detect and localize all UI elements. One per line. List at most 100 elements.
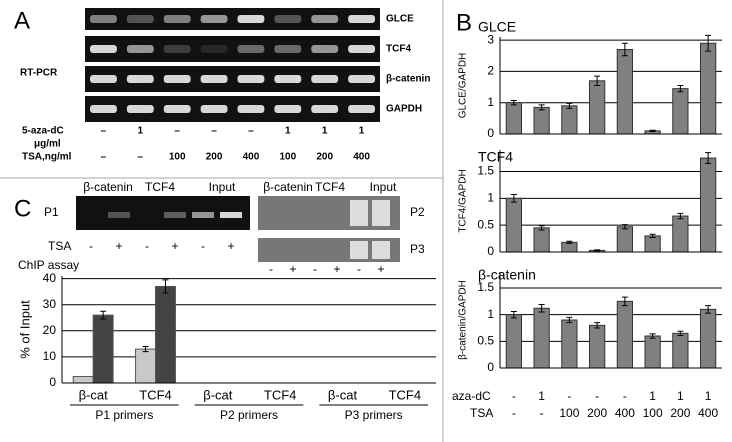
error-bar (162, 279, 169, 294)
bar (505, 197, 523, 253)
gel-band (126, 45, 154, 53)
panel-letter: C (14, 195, 31, 222)
tsa-sign: - (313, 262, 317, 276)
error-bar (621, 296, 628, 307)
gel-band (200, 75, 228, 83)
treatment: 200 (316, 152, 333, 163)
gel-name: P3 (410, 242, 425, 256)
y-tick-label: 1.5 (477, 280, 494, 294)
treatment: 1 (285, 126, 291, 137)
gel-band (192, 212, 214, 218)
row-label: μg/ml (34, 139, 61, 150)
gel-band (311, 105, 339, 113)
error-bar (621, 224, 628, 230)
treatment: 400 (615, 406, 635, 420)
gel-band (348, 105, 375, 113)
treatment: 100 (559, 406, 579, 420)
treatment: 100 (643, 406, 663, 420)
bar (155, 285, 176, 384)
bar (616, 49, 634, 135)
treatment: – (211, 126, 217, 137)
gel-title: TCF4 (145, 180, 175, 194)
y-axis-label: TCF4/GAPDH (458, 169, 469, 232)
bar (72, 375, 94, 384)
y-tick-label: 10 (43, 349, 57, 363)
bar (672, 88, 689, 135)
error-bar (538, 304, 545, 313)
error-bar (705, 34, 712, 52)
gel-band (348, 75, 375, 83)
gel-band (237, 45, 265, 53)
treatment: - (540, 406, 544, 420)
error-bar (705, 305, 712, 314)
error-bar (566, 316, 573, 324)
gel-band (90, 15, 117, 23)
gel-title: β-catenin (263, 180, 313, 194)
group-label: P3 primers (345, 408, 403, 422)
gel-band (348, 45, 375, 53)
error-bar (566, 240, 573, 244)
treatment: - (595, 389, 599, 403)
y-tick-label: 20 (43, 323, 57, 337)
tsa-sign: + (333, 262, 340, 276)
bar (616, 300, 634, 369)
gel-band (348, 15, 375, 23)
bar (616, 226, 634, 253)
gel-band (163, 15, 191, 23)
treatment: 400 (243, 152, 260, 163)
bar (644, 235, 661, 253)
chart-title: GLCE (478, 19, 516, 35)
gel-band (274, 15, 302, 23)
y-tick-label: 1.5 (477, 164, 494, 178)
treatment: – (174, 126, 180, 137)
bar (533, 106, 550, 135)
treatment: – (101, 126, 107, 137)
treatment: – (101, 152, 107, 163)
gel-band (90, 75, 117, 83)
chart-title: β-catenin (478, 267, 536, 283)
row-label: 5-aza-dC (22, 126, 64, 137)
error-bar (538, 225, 545, 231)
treatment: - (623, 389, 627, 403)
row-label: TSA (470, 406, 493, 420)
error-bar (594, 322, 601, 329)
error-bar (621, 42, 628, 57)
tsa-sign: - (201, 239, 205, 253)
tsa-sign: - (357, 262, 361, 276)
bar (672, 215, 689, 253)
panel-letter: A (14, 7, 30, 34)
y-axis-label: GLCE/GAPDH (458, 53, 469, 119)
bar (699, 42, 717, 135)
gel-title: Input (209, 180, 236, 194)
gel-band (311, 45, 339, 53)
gel-band (220, 212, 242, 218)
error-bar (649, 129, 656, 132)
y-tick-label: 0.5 (477, 217, 494, 231)
gel-band (237, 105, 265, 113)
treatment: 200 (670, 406, 690, 420)
y-axis-label: β-catenin/GAPDH (458, 280, 469, 360)
gene-label: GAPDH (386, 104, 422, 115)
bar (699, 157, 717, 253)
gel-band (350, 241, 368, 259)
error-bar (510, 100, 517, 106)
gel-band (200, 45, 228, 53)
x-tick-label: TCF4 (264, 387, 297, 402)
row-label: aza-dC (452, 389, 491, 403)
y-tick-label: 1 (487, 95, 494, 109)
gene-label: GLCE (386, 14, 414, 25)
treatment: - (512, 406, 516, 420)
tsa-sign: + (289, 262, 296, 276)
y-tick-label: 2 (487, 64, 494, 78)
treatment: 1 (677, 389, 684, 403)
treatment: - (512, 389, 516, 403)
gel-band (200, 105, 228, 113)
gel-band (163, 105, 191, 113)
x-tick-label: β-cat (79, 387, 109, 402)
gel-band (274, 45, 302, 53)
y-tick-label: 1 (487, 307, 494, 321)
y-tick-label: 0 (487, 360, 494, 374)
gel-name: P2 (410, 205, 425, 219)
treatment: 200 (587, 406, 607, 420)
gel-band (164, 212, 186, 218)
